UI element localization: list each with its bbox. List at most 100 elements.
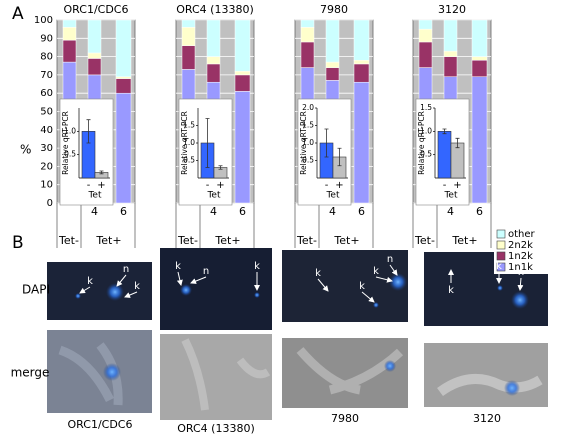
- error-bar: [99, 170, 104, 175]
- y-tick-label: 10: [40, 180, 53, 191]
- group-label: Tet+: [214, 234, 240, 247]
- inset-x-label: -: [443, 180, 447, 191]
- bar-segment: [353, 60, 370, 65]
- kinetoplast: [373, 302, 379, 308]
- nucleus: [389, 273, 407, 291]
- y-tick-label: 20: [40, 161, 53, 172]
- bar-segment: [62, 19, 77, 28]
- bar-segment: [300, 19, 315, 28]
- legend-swatch: [496, 262, 506, 272]
- x-tick-label: Tet-: [58, 234, 79, 247]
- bar-segment: [325, 61, 340, 68]
- cell: [181, 338, 271, 411]
- merge-image: [282, 338, 408, 408]
- error-bar: [442, 128, 447, 135]
- chart-title: ORC1/CDC6: [64, 3, 129, 16]
- dapi-image: [160, 248, 272, 330]
- bar-segment: [234, 91, 251, 204]
- kinetoplast: [254, 292, 260, 298]
- bar-segment: [62, 39, 77, 63]
- annotation: k: [134, 281, 140, 292]
- bar-segment: [353, 81, 370, 204]
- y-tick-label: 70: [40, 70, 53, 81]
- legend-swatch: [496, 240, 506, 250]
- x-tick-label: Tet-: [414, 234, 435, 247]
- inset-x-title: Tet: [206, 191, 221, 201]
- chart-title: ORC4 (13380): [176, 3, 254, 16]
- x-tick-label: 4: [447, 205, 454, 218]
- arrow: [361, 291, 375, 303]
- inset-tick-label: 0.5: [64, 150, 76, 159]
- bar-segment: [181, 19, 196, 28]
- arrow: [176, 271, 183, 286]
- row-label: DAPI: [22, 283, 50, 297]
- arrow: [116, 274, 127, 287]
- y-tick-label: 50: [40, 107, 53, 118]
- y-tick-label: 40: [40, 125, 53, 136]
- y-tick-label: 60: [40, 88, 53, 99]
- inset-tick-label: 1.5: [420, 103, 432, 112]
- bar-segment: [115, 76, 132, 79]
- bar-segment: [418, 28, 433, 43]
- error-bar: [324, 128, 329, 158]
- bar-segment: [234, 74, 251, 92]
- y-tick-label: 0: [47, 198, 53, 209]
- y-tick-label: 90: [40, 33, 53, 44]
- inset-tick-label: 2.0: [302, 103, 314, 112]
- group-label: Tet+: [333, 234, 359, 247]
- bar-segment: [443, 56, 458, 77]
- nucleus: [106, 283, 124, 301]
- error-bar: [337, 147, 342, 167]
- bar-segment: [471, 56, 488, 61]
- x-tick-label: 6: [358, 205, 365, 218]
- bar-segment: [206, 19, 221, 57]
- annotation: k: [373, 266, 379, 277]
- annotation: n: [203, 266, 209, 277]
- bar-segment: [206, 63, 221, 83]
- annotation: n: [387, 254, 393, 265]
- bar-segment: [87, 52, 102, 59]
- bar-segment: [87, 58, 102, 76]
- error-bar: [455, 137, 460, 149]
- bar-segment: [115, 19, 132, 77]
- x-tick-label: 4: [329, 205, 336, 218]
- inset-x-label: -: [206, 180, 210, 191]
- kinetoplast: [75, 293, 81, 299]
- error-bar: [205, 118, 210, 168]
- inset-x-title: Tet: [443, 191, 458, 201]
- group-label: Tet+: [451, 234, 477, 247]
- arrow: [517, 277, 524, 291]
- panel-label: A: [12, 4, 24, 24]
- inset-tick-label: 1.5: [302, 121, 314, 130]
- annotation: n: [518, 267, 524, 278]
- bar-segment: [234, 70, 251, 76]
- error-bar: [86, 119, 91, 144]
- error-bar: [218, 165, 223, 170]
- x-tick-label: 6: [476, 205, 483, 218]
- inset-x-label: -: [325, 180, 329, 191]
- inset-tick-label: 0.5: [302, 156, 314, 165]
- inset-y-label: Relative qRT-PCR: [299, 111, 308, 175]
- bar-segment: [181, 45, 196, 70]
- inset-x-label: +: [216, 180, 224, 191]
- x-tick-label: 6: [120, 205, 127, 218]
- inset-bar: [437, 131, 452, 179]
- merge-image: [47, 330, 152, 413]
- y-tick-label: 100: [34, 15, 53, 26]
- bar-segment: [471, 60, 488, 77]
- bar-segment: [300, 27, 315, 43]
- nucleus: [384, 360, 396, 372]
- bar-segment: [62, 27, 77, 41]
- bar-segment: [443, 50, 458, 57]
- arrow: [190, 276, 207, 284]
- x-tick-label: 6: [239, 205, 246, 218]
- inset-y-label: Relative qRT-PCR: [61, 111, 70, 175]
- inset-x-label: -: [87, 180, 91, 191]
- y-tick-label: 30: [40, 143, 53, 154]
- annotation: k: [359, 281, 365, 292]
- legend-swatch: [496, 229, 506, 239]
- inset-x-title: Tet: [87, 191, 102, 201]
- cell: [437, 373, 543, 397]
- inset-y-label: Relative qRT-PCR: [180, 111, 189, 175]
